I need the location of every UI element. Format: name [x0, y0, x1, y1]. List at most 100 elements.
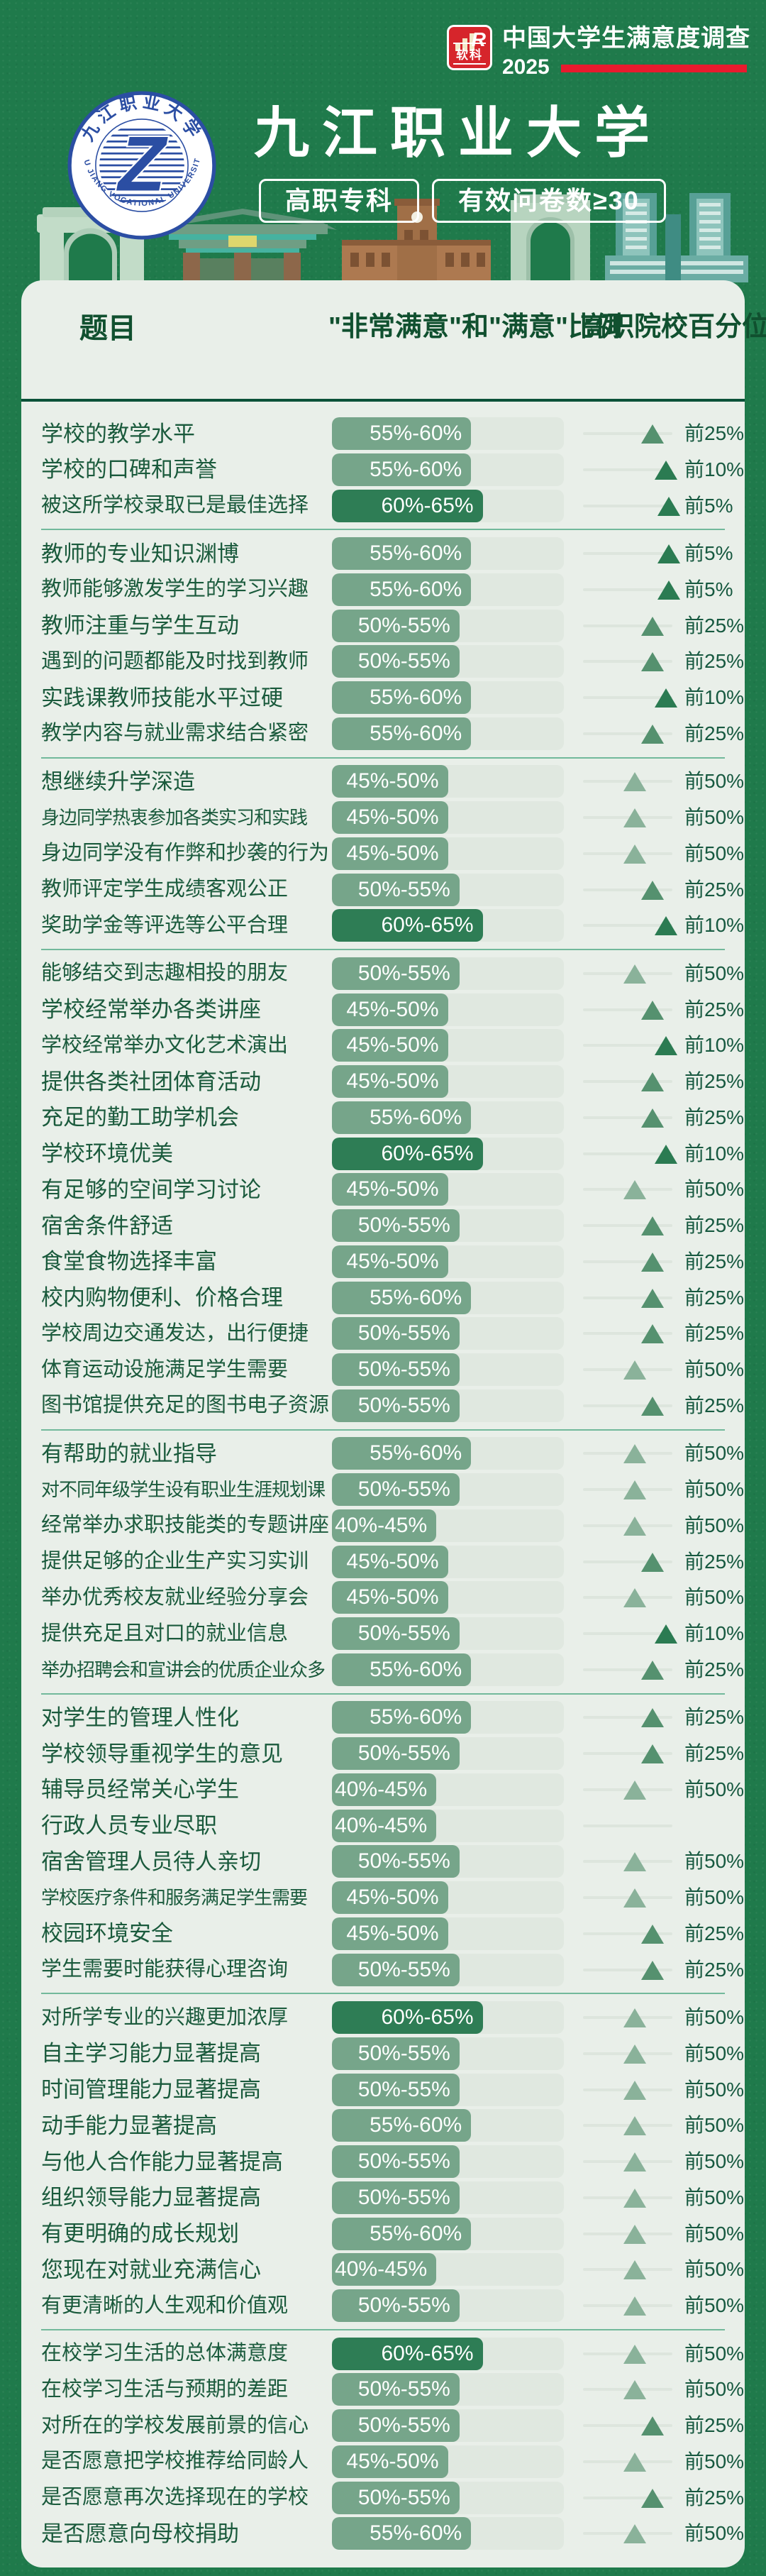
table-row: 举办招聘会和宣讲会的优质企业众多 55%-60% 前25% [41, 1652, 744, 1688]
question-label: 时间管理能力显著提高 [41, 2077, 261, 2102]
badges: 高职专科 有效问卷数≥30 [259, 179, 666, 223]
satisfaction-bar: 50%-55% [332, 1209, 564, 1242]
satisfaction-bar-fill: 50%-55% [332, 1845, 460, 1878]
question-label: 组织领导能力显著提高 [41, 2185, 261, 2211]
table-row: 对所在的学校发展前景的信心 50%-55% 前25% [41, 2408, 744, 2443]
question-label: 学校医疗条件和服务满足学生需要 [41, 1887, 308, 1908]
satisfaction-bar: 60%-65% [332, 2001, 564, 2034]
percentile-triangle-marker [655, 688, 678, 708]
satisfaction-bar: 50%-55% [332, 957, 564, 990]
table-row: 对学生的管理人性化 55%-60% 前25% [41, 1700, 744, 1735]
percentile-cell: 前25% [564, 2480, 744, 2516]
survey-table-body: 学校的教学水平 55%-60% 前25% 学校的口碑和声誉 55%-60% 前10% 被这所… [41, 402, 744, 2552]
table-row: 校园环境安全 45%-50% 前25% [41, 1916, 744, 1952]
percentile-label: 前25% [684, 878, 745, 901]
satisfaction-range-value: 55%-60% [370, 1105, 462, 1129]
satisfaction-range-value: 50%-55% [357, 2185, 450, 2209]
percentile-cell: 前25% [564, 2408, 744, 2443]
percentile-track [583, 1044, 672, 1047]
campus-buildings-illustration [37, 193, 748, 282]
question-label: 宿舍管理人员待人亲切 [41, 1849, 261, 1874]
question-label: 实践课教师技能水平过硬 [41, 685, 283, 710]
satisfaction-range-value: 45%-50% [346, 805, 439, 829]
table-row: 充足的勤工助学机会 55%-60% 前25% [41, 1100, 744, 1135]
satisfaction-range-value: 45%-50% [346, 1249, 439, 1273]
percentile-triangle-marker [657, 544, 680, 563]
percentile-label: 前50% [684, 2222, 745, 2245]
percentile-cell: 前50% [564, 2444, 744, 2479]
satisfaction-bar: 50%-55% [332, 1845, 564, 1878]
table-row: 行政人员专业尽职 40%-45% [41, 1808, 725, 1844]
satisfaction-bar-fill: 50%-55% [332, 1209, 460, 1242]
satisfaction-bar-fill: 50%-55% [332, 1473, 460, 1506]
satisfaction-bar-fill: 40%-45% [332, 1809, 437, 1842]
percentile-triangle-marker [641, 1000, 665, 1020]
satisfaction-range-value: 45%-50% [346, 1585, 439, 1609]
percentile-triangle-marker [655, 1036, 678, 1056]
satisfaction-bar-fill: 45%-50% [332, 2445, 448, 2478]
satisfaction-bar: 55%-60% [332, 1437, 564, 1470]
percentile-cell: 前5% [564, 488, 733, 524]
percentile-triangle-marker [623, 1852, 647, 1872]
percentile-cell: 前5% [564, 572, 733, 607]
percentile-triangle-marker [623, 1360, 647, 1380]
satisfaction-bar-fill: 60%-65% [332, 909, 483, 942]
table-row: 图书馆提供充足的图书电子资源 50%-55% 前25% [41, 1388, 744, 1424]
question-label: 是否愿意向母校捐助 [41, 2521, 239, 2546]
satisfaction-bar: 60%-65% [332, 909, 564, 942]
satisfaction-range-value: 60%-65% [381, 493, 474, 517]
group-separator [41, 949, 725, 950]
satisfaction-bar-fill: 50%-55% [332, 1353, 460, 1386]
group-separator [41, 2328, 725, 2330]
satisfaction-bar: 50%-55% [332, 2289, 564, 2322]
satisfaction-bar-fill: 50%-55% [332, 2181, 460, 2214]
header-divider [21, 399, 745, 402]
satisfaction-range-value: 60%-65% [381, 2341, 474, 2365]
percentile-cell: 前10% [564, 1136, 744, 1172]
percentile-label: 前50% [684, 1886, 745, 1908]
question-label: 宿舍条件舒适 [41, 1213, 173, 1238]
percentile-triangle-marker [641, 1744, 665, 1763]
percentile-label: 前50% [684, 770, 745, 793]
satisfaction-range-value: 55%-60% [370, 1705, 462, 1729]
satisfaction-bar: 55%-60% [332, 1653, 564, 1686]
satisfaction-bar-fill: 55%-60% [332, 1437, 472, 1470]
percentile-label: 前25% [684, 1322, 745, 1345]
survey-year: 2025 [502, 55, 550, 79]
question-label: 对所学专业的兴趣更加浓厚 [41, 2005, 289, 2029]
satisfaction-range-value: 45%-50% [346, 2449, 439, 2473]
percentile-track [583, 660, 672, 664]
satisfaction-bar-fill: 55%-60% [332, 717, 472, 750]
percentile-label: 前5% [684, 542, 733, 564]
satisfaction-bar: 55%-60% [332, 1281, 564, 1314]
table-row: 教师能够激发学生的学习兴趣 55%-60% 前5% [41, 572, 733, 607]
satisfaction-range-value: 40%-45% [335, 1813, 428, 1837]
question-label: 教学内容与就业需求结合紧密 [41, 722, 309, 745]
percentile-label: 前50% [684, 1442, 745, 1465]
percentile-triangle-marker [641, 1960, 665, 1980]
percentile-label: 前25% [684, 1214, 745, 1236]
question-label: 能够结交到志趣相投的朋友 [41, 962, 289, 985]
percentile-label: 前50% [684, 1778, 745, 1800]
percentile-track [583, 1560, 672, 1563]
satisfaction-range-value: 45%-50% [346, 1886, 439, 1909]
question-label: 提供各类社团体育活动 [41, 1069, 261, 1094]
percentile-track [583, 624, 672, 627]
university-seal: Z 九江职业大学 JIU JIANG VOCATIONAL UNIVERSITY [67, 91, 216, 240]
question-label: 学生需要时能获得心理咨询 [41, 1958, 289, 1981]
satisfaction-bar-fill: 45%-50% [332, 1245, 448, 1278]
satisfaction-bar-fill: 55%-60% [332, 417, 472, 450]
satisfaction-bar: 55%-60% [332, 417, 564, 450]
percentile-cell: 前10% [564, 1616, 744, 1651]
satisfaction-bar-fill: 45%-50% [332, 1065, 448, 1098]
satisfaction-range-value: 50%-55% [357, 1849, 450, 1873]
survey-card: 题目 "非常满意"和"满意"比例 高职院校百分位 学校的教学水平 55%-60% 前… [21, 280, 766, 2567]
table-row: 提供充足且对口的就业信息 50%-55% 前10% [41, 1616, 744, 1651]
table-row: 学校经常举办文化艺术演出 45%-50% 前10% [41, 1028, 744, 1063]
percentile-cell: 前25% [564, 872, 744, 908]
table-row: 奖助学金等评选等公平合理 60%-65% 前10% [41, 908, 744, 943]
ruanke-logo: R 软科 [447, 25, 492, 70]
question-label: 有帮助的就业指导 [41, 1441, 217, 1466]
question-label: 食堂食物选择丰富 [41, 1249, 217, 1275]
percentile-label: 前50% [684, 2258, 745, 2281]
